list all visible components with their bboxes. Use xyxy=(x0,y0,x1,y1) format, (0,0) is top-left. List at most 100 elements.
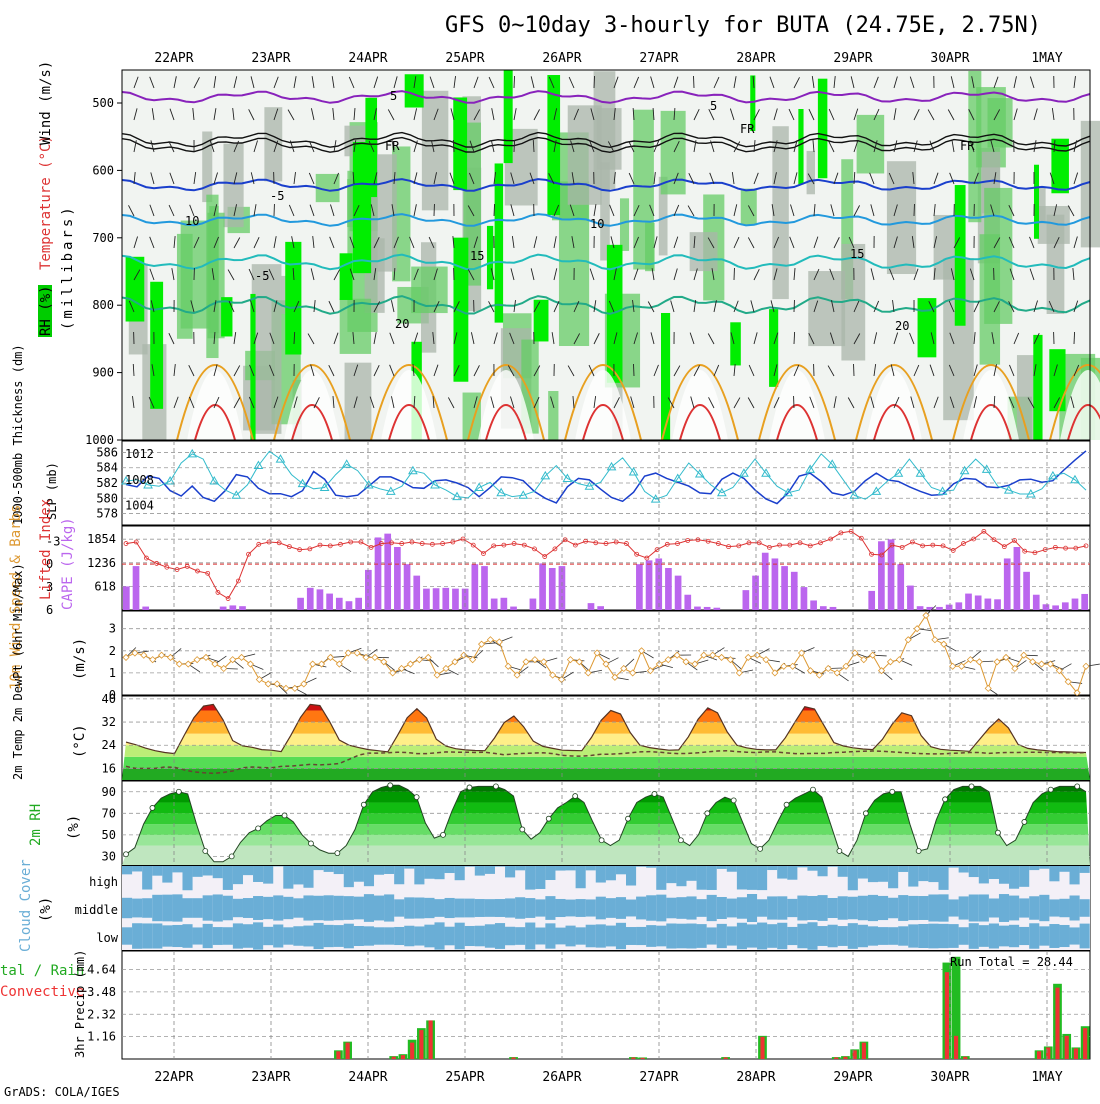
cloud-cover-bar xyxy=(555,899,565,917)
rh-patch-high xyxy=(150,282,163,409)
p5-ylabel: 2m Temp 2m DewPt (6hr Min/Max) xyxy=(11,563,25,780)
cape-bar xyxy=(1072,599,1079,610)
cloud-cover-bar xyxy=(172,866,182,872)
y-tick-label: 584 xyxy=(96,461,118,475)
p7-ylabel-unit: (%) xyxy=(38,897,54,922)
cloud-cover-bar xyxy=(132,899,142,918)
cloud-cover-bar xyxy=(273,895,283,920)
rh-marker xyxy=(599,838,604,843)
cloud-cover-bar xyxy=(737,923,747,949)
cape-bar xyxy=(743,590,750,610)
cloud-cover-bar xyxy=(132,923,142,949)
cloud-cover-bar xyxy=(374,866,384,875)
cloud-cover-bar xyxy=(626,927,636,945)
cloud-cover-bar xyxy=(243,866,253,875)
cloud-cover-bar xyxy=(646,895,656,920)
rh-patch xyxy=(463,393,481,440)
cloud-cover-bar xyxy=(434,922,444,949)
date-label-bottom: 22APR xyxy=(154,1070,193,1085)
p2-ylabel-left: 1000-500mb Thickness (dm) xyxy=(11,344,25,525)
cloud-cover-bar xyxy=(182,898,192,918)
cloud-cover-bar xyxy=(858,925,868,947)
contour-label: 20 xyxy=(895,319,909,333)
cloud-cover-bar xyxy=(293,898,303,917)
cloud-cover-bar xyxy=(666,923,676,948)
cloud-cover-bar xyxy=(606,898,616,918)
cape-bar xyxy=(588,603,595,610)
cape-bar xyxy=(772,558,779,610)
rh-patch-high xyxy=(487,226,493,289)
cloud-cover-bar xyxy=(878,896,888,920)
cloud-cover-bar xyxy=(626,900,636,917)
cloud-cover-bar xyxy=(596,866,606,883)
cloud-cover-bar xyxy=(586,866,596,870)
cloud-cover-bar xyxy=(223,896,233,921)
cloud-cover-bar xyxy=(253,922,263,949)
rh-patch-high xyxy=(769,309,778,387)
cloud-cover-bar xyxy=(404,897,414,918)
cloud-cover-bar xyxy=(727,899,737,918)
cloud-cover-bar xyxy=(818,866,828,876)
date-label-bottom: 28APR xyxy=(736,1070,775,1085)
cloud-cover-bar xyxy=(515,927,525,945)
precip-convective-bar xyxy=(954,1036,958,1059)
cape-bar xyxy=(994,599,1001,610)
y-tick-label: 578 xyxy=(96,507,118,521)
cloud-cover-bar xyxy=(757,899,767,916)
chart-title: GFS 0~10day 3-hourly for BUTA (24.75E, 2… xyxy=(445,13,1041,38)
precip-tick-label: 4.64 xyxy=(87,963,116,977)
cloud-cover-bar xyxy=(757,866,767,890)
cloud-cover-bar xyxy=(122,898,132,918)
rh-marker xyxy=(467,785,472,790)
cape-bar xyxy=(801,587,808,610)
cloud-cover-bar xyxy=(566,866,576,870)
cloud-cover-bar xyxy=(485,924,495,947)
rh-marker xyxy=(256,826,261,831)
cape-bar xyxy=(384,534,391,610)
date-label-bottom: 1MAY xyxy=(1031,1070,1062,1085)
cape-bar xyxy=(917,606,924,610)
cape-bar xyxy=(413,576,420,610)
cloud-cover-bar xyxy=(848,866,858,890)
cloud-cover-bar xyxy=(606,866,616,880)
cape-bar xyxy=(713,608,720,610)
precip-convective-bar xyxy=(1037,1051,1041,1059)
cloud-cover-bar xyxy=(414,898,424,919)
cloud-cover-bar xyxy=(182,866,192,890)
cloud-cover-bar xyxy=(293,926,303,946)
cloud-cover-bar xyxy=(172,894,182,921)
cloud-cover-bar xyxy=(1029,923,1039,948)
cape-bar xyxy=(975,595,982,610)
cloud-cover-bar xyxy=(1070,895,1080,920)
cloud-cover-bar xyxy=(747,924,757,947)
rh-patch xyxy=(807,151,815,194)
rh-patch-high xyxy=(730,322,741,365)
cape-bar xyxy=(220,607,227,610)
cloud-cover-bar xyxy=(777,866,787,879)
cloud-cover-bar xyxy=(374,927,384,944)
cloud-cover-bar xyxy=(999,926,1009,947)
contour-label: -5 xyxy=(270,189,284,203)
credit: GrADS: COLA/IGES xyxy=(4,1085,120,1099)
cape-bar xyxy=(442,588,449,610)
rh-patch xyxy=(690,232,718,271)
cloud-cover-bar xyxy=(707,895,717,921)
rh-patch-high xyxy=(798,109,803,185)
contour-label: 10 xyxy=(185,214,199,228)
cloud-cover-bar xyxy=(898,866,908,872)
rh-marker xyxy=(150,805,155,810)
precip-tick-label: 2.32 xyxy=(87,1007,116,1021)
run-total: Run Total = 28.44 xyxy=(950,955,1073,969)
contour-label: FR xyxy=(740,122,755,136)
cloud-cover-bar xyxy=(324,895,334,920)
contour-label: FR xyxy=(960,139,975,153)
precip-convective-bar xyxy=(401,1055,405,1059)
rh-marker xyxy=(441,832,446,837)
cloud-cover-bar xyxy=(596,897,606,920)
rh-patch-high xyxy=(250,294,255,440)
cloud-cover-bar xyxy=(1039,926,1049,945)
rh-marker xyxy=(573,794,578,799)
date-label-top: 23APR xyxy=(251,51,290,66)
cloud-cover-bar xyxy=(555,928,565,945)
